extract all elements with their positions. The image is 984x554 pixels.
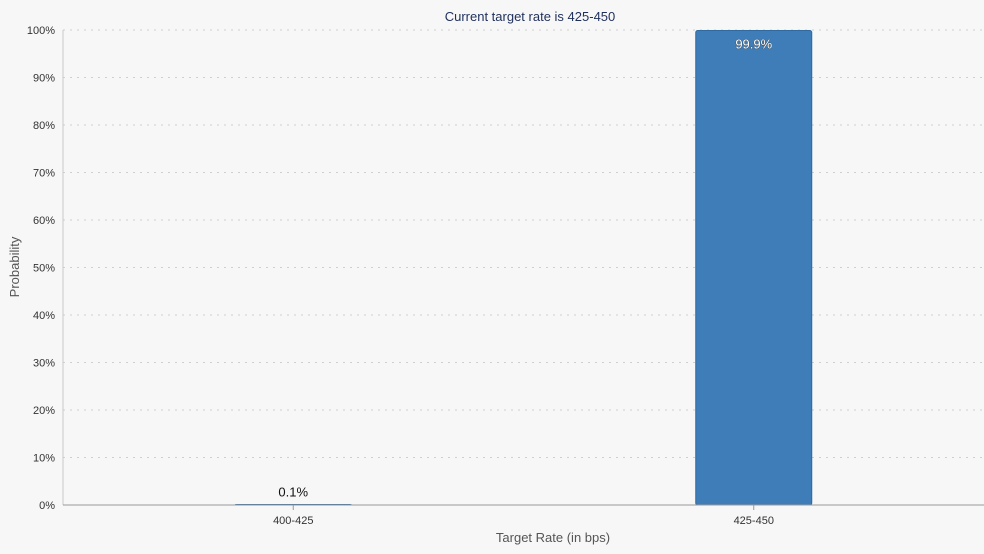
y-tick-label: 80% [33,120,55,132]
x-tick-label: 400-425 [273,515,313,527]
y-tick-label: 70% [33,168,55,180]
y-tick-label: 20% [33,405,55,417]
y-tick-label: 40% [33,310,55,322]
bar-425-450[interactable] [695,29,813,506]
x-tick-label: 425-450 [734,515,774,527]
y-tick-label: 0% [39,500,55,512]
data-label-400-425: 0.1% [278,485,308,500]
data-label-425-450: 99.9% [735,36,772,51]
x-axis-ticks: 400-425 425-450 [273,505,774,527]
y-tick-label: 90% [33,73,55,85]
y-tick-label: 50% [33,263,55,275]
y-tick-label: 100% [27,25,55,37]
y-axis-label: Probability [7,236,22,297]
chart-title: Current target rate is 425-450 [445,9,616,24]
x-axis-label: Target Rate (in bps) [496,530,610,545]
y-tick-label: 10% [33,453,55,465]
y-axis-ticks: 0% 10% 20% 30% 40% 50% 60% 70% 80% 90% 100% [27,25,55,512]
bars: 0.1% 99.9% [234,29,813,506]
y-tick-label: 30% [33,358,55,370]
y-tick-label: 60% [33,215,55,227]
